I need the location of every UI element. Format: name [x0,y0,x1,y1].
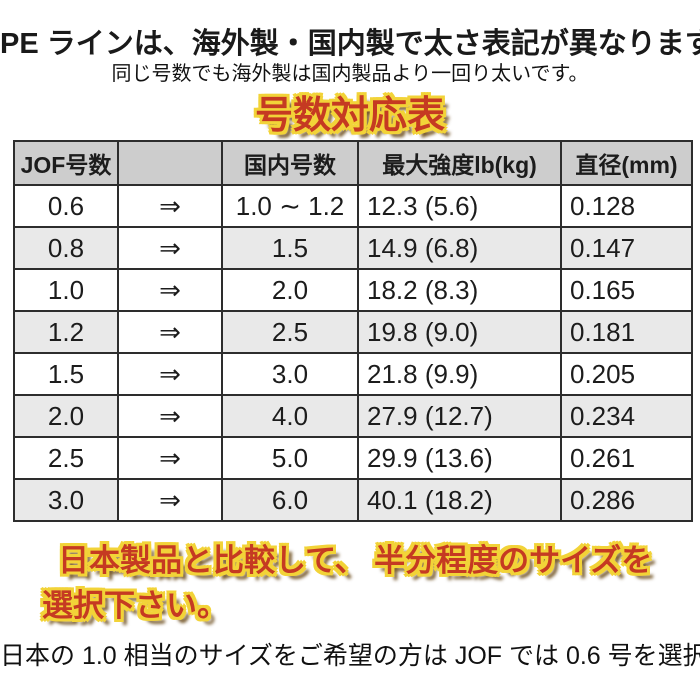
double-arrow-icon: ⇒ [117,478,223,522]
cell-jof-size: 2.5 [13,436,119,480]
cell-jof-size: 2.0 [13,394,119,438]
double-arrow-icon: ⇒ [117,436,223,480]
cell-diameter: 0.286 [560,478,693,522]
cell-diameter: 0.205 [560,352,693,396]
page-title: PE ラインは、海外製・国内製で太さ表記が異なります [0,28,700,60]
double-arrow-icon: ⇒ [117,310,223,354]
selection-note-line1: 日本製品と比較して、 半分程度のサイズを [58,543,653,578]
cell-jof-size: 1.2 [13,310,119,354]
table-row: 0.6 ⇒ 1.0 ∼ 1.2 12.3 (5.6) 0.128 [13,184,693,228]
cell-domestic-size: 2.0 [221,268,359,312]
cell-diameter: 0.261 [560,436,693,480]
table-header-row: JOF号数 国内号数 最大強度lb(kg) 直径(mm) [13,140,693,186]
cell-domestic-size: 1.0 ∼ 1.2 [221,184,359,228]
cell-max-strength: 18.2 (8.3) [357,268,562,312]
table-row: 3.0 ⇒ 6.0 40.1 (18.2) 0.286 [13,478,693,522]
cell-jof-size: 1.0 [13,268,119,312]
cell-jof-size: 0.8 [13,226,119,270]
cell-domestic-size: 6.0 [221,478,359,522]
cell-diameter: 0.165 [560,268,693,312]
table-row: 0.8 ⇒ 1.5 14.9 (6.8) 0.147 [13,226,693,270]
table-row: 2.0 ⇒ 4.0 27.9 (12.7) 0.234 [13,394,693,438]
double-arrow-icon: ⇒ [117,352,223,396]
double-arrow-icon: ⇒ [117,268,223,312]
cell-jof-size: 0.6 [13,184,119,228]
col-header-blank [117,140,223,186]
table-row: 1.0 ⇒ 2.0 18.2 (8.3) 0.165 [13,268,693,312]
size-conversion-table: JOF号数 国内号数 最大強度lb(kg) 直径(mm) 0.6 ⇒ 1.0 ∼… [13,140,693,522]
cell-max-strength: 29.9 (13.6) [357,436,562,480]
cell-jof-size: 3.0 [13,478,119,522]
double-arrow-icon: ⇒ [117,226,223,270]
cell-max-strength: 27.9 (12.7) [357,394,562,438]
col-header-diameter: 直径(mm) [560,140,693,186]
selection-note-line2: 選択下さい。 [42,588,228,623]
col-header-domestic: 国内号数 [221,140,359,186]
table-row: 2.5 ⇒ 5.0 29.9 (13.6) 0.261 [13,436,693,480]
cell-jof-size: 1.5 [13,352,119,396]
page-subtitle: 同じ号数でも海外製は国内製品より一回り太いです。 [111,63,589,85]
col-header-jof: JOF号数 [13,140,119,186]
cell-max-strength: 12.3 (5.6) [357,184,562,228]
cell-domestic-size: 1.5 [221,226,359,270]
cell-diameter: 0.147 [560,226,693,270]
cell-diameter: 0.181 [560,310,693,354]
cell-max-strength: 19.8 (9.0) [357,310,562,354]
cell-max-strength: 14.9 (6.8) [357,226,562,270]
col-header-strength: 最大強度lb(kg) [357,140,562,186]
cell-domestic-size: 5.0 [221,436,359,480]
table-row: 1.2 ⇒ 2.5 19.8 (9.0) 0.181 [13,310,693,354]
double-arrow-icon: ⇒ [117,394,223,438]
cell-max-strength: 21.8 (9.9) [357,352,562,396]
footer-hint: 日本の 1.0 相当のサイズをご希望の方は JOF では 0.6 号を選択 [0,642,700,670]
cell-diameter: 0.128 [560,184,693,228]
cell-domestic-size: 2.5 [221,310,359,354]
selection-note: 日本製品と比較して、 半分程度のサイズを 選択下さい。 [42,538,652,628]
cell-domestic-size: 4.0 [221,394,359,438]
table-row: 1.5 ⇒ 3.0 21.8 (9.9) 0.205 [13,352,693,396]
cell-domestic-size: 3.0 [221,352,359,396]
cell-max-strength: 40.1 (18.2) [357,478,562,522]
size-table-title: 号数対応表 [254,95,445,137]
cell-diameter: 0.234 [560,394,693,438]
double-arrow-icon: ⇒ [117,184,223,228]
